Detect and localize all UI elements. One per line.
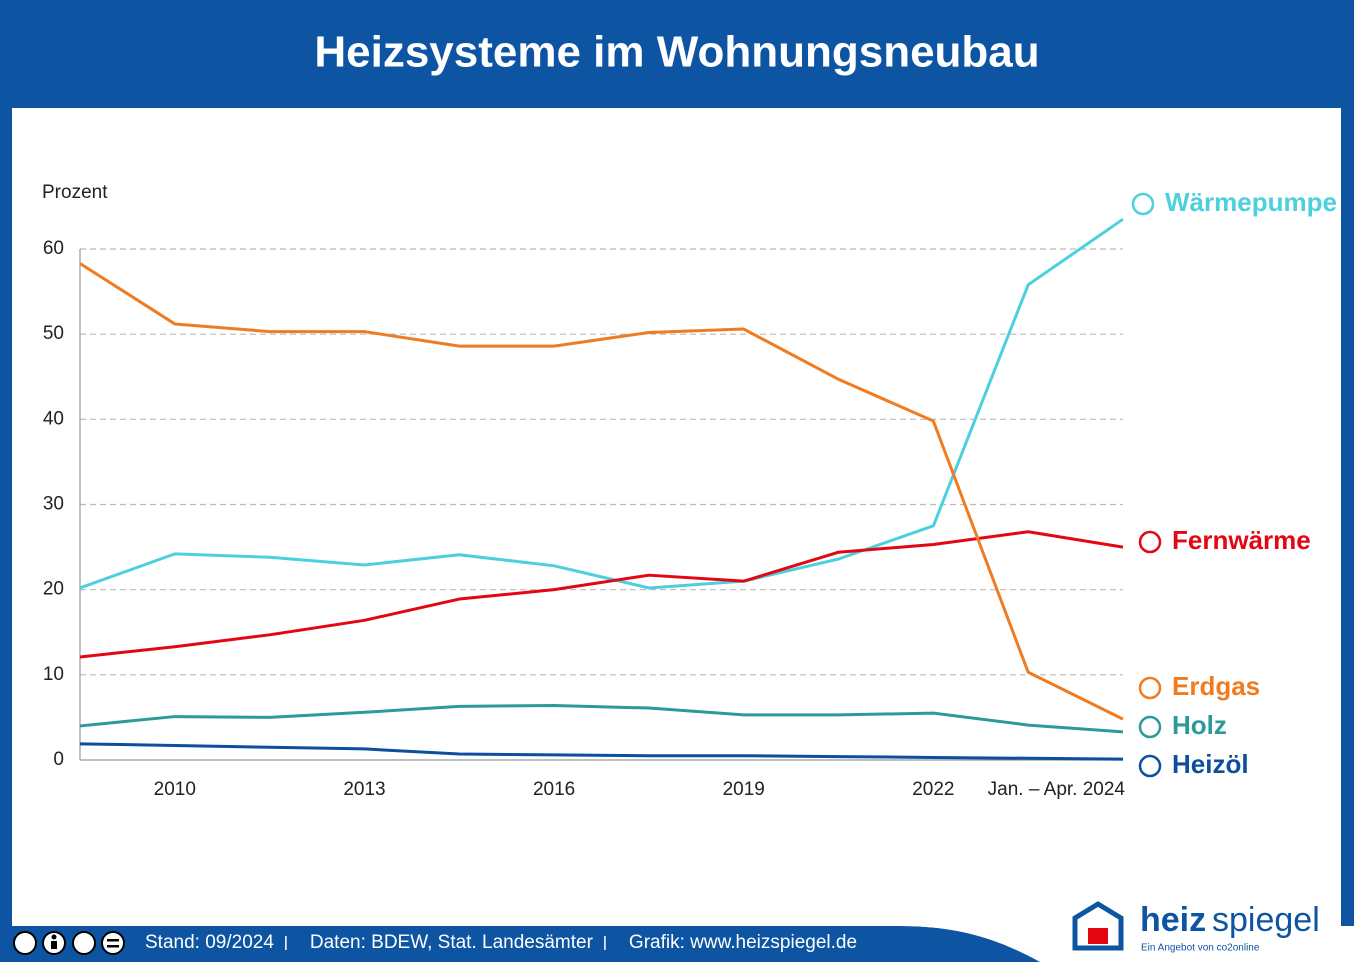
footer-item: Daten: BDEW, Stat. Landesämter	[310, 932, 594, 953]
legend-icon	[1138, 530, 1162, 554]
y-tick-label: 0	[53, 749, 64, 770]
legend-icon	[1131, 192, 1155, 216]
chart-title: Heizsysteme im Wohnungsneubau	[314, 28, 1039, 77]
legend-icon	[1138, 676, 1162, 700]
x-tick-label: 2022	[912, 779, 954, 800]
legend-label: Wärmepumpe	[1165, 187, 1337, 217]
y-tick-label: 20	[43, 579, 64, 600]
panel	[12, 108, 1341, 928]
footer-bar	[0, 926, 1040, 962]
logo-tagline: Ein Angebot von co2online	[1141, 943, 1260, 954]
logo-part1: heiz	[1140, 901, 1206, 939]
x-tick-label: 2019	[723, 779, 765, 800]
y-axis-label: Prozent	[42, 182, 108, 203]
x-tick-label: Jan. – Apr. 2024	[988, 779, 1126, 800]
cc-icons	[13, 931, 125, 955]
legend-label: Fernwärme	[1172, 525, 1311, 555]
legend-label: Holz	[1172, 710, 1227, 740]
footer-item: Grafik: www.heizspiegel.de	[629, 932, 857, 953]
series-line	[79, 262, 1124, 721]
series-line	[79, 530, 1124, 659]
y-tick-label: 50	[43, 323, 64, 344]
footer-item: Stand: 09/2024	[145, 932, 274, 953]
y-tick-label: 30	[43, 494, 64, 515]
series-line	[79, 217, 1124, 590]
series-line	[79, 742, 1124, 761]
legend-icon	[1138, 715, 1162, 739]
x-tick-label: 2016	[533, 779, 575, 800]
x-tick-label: 2010	[154, 779, 196, 800]
x-tick-label: 2013	[343, 779, 385, 800]
y-tick-label: 60	[43, 238, 64, 259]
legend-icon	[1138, 754, 1162, 778]
legend-label: Heizöl	[1172, 749, 1249, 779]
logo: heiz spiegel Ein Angebot von co2online	[1072, 901, 1320, 954]
logo-part2: spiegel	[1212, 901, 1320, 939]
y-tick-label: 40	[43, 408, 64, 429]
series-line	[79, 703, 1124, 734]
y-tick-label: 10	[43, 664, 64, 685]
legend-label: Erdgas	[1172, 671, 1260, 701]
